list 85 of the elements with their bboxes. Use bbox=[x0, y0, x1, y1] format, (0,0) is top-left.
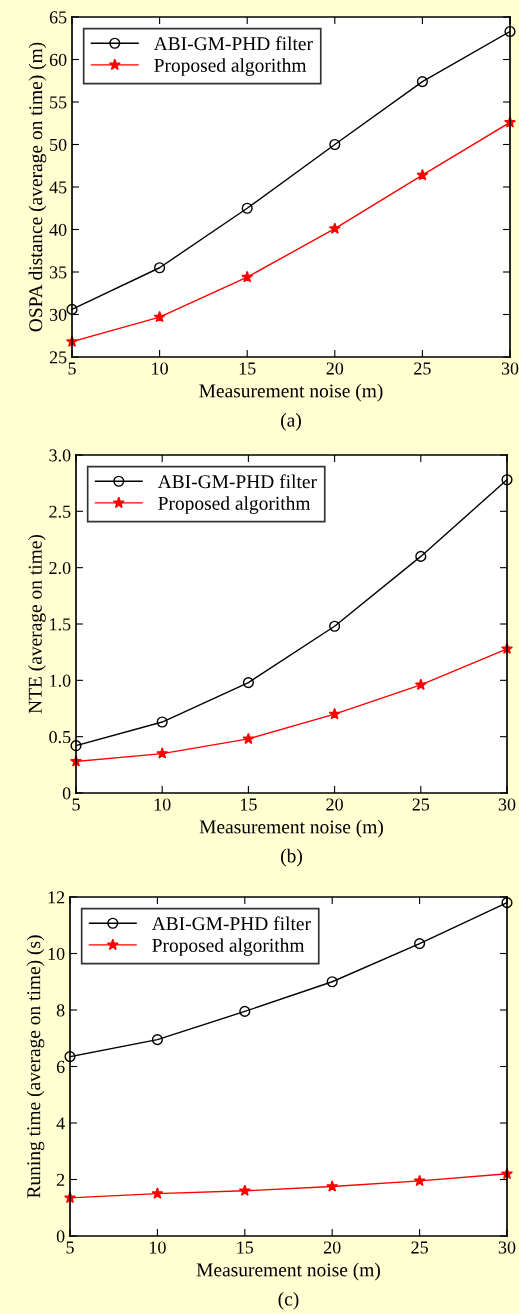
y-tick-label: 1.5 bbox=[50, 618, 71, 631]
point bbox=[156, 716, 168, 728]
x-tick-label: 10 bbox=[154, 798, 171, 811]
point bbox=[329, 138, 341, 151]
x-tick-label: 20 bbox=[326, 362, 344, 375]
point bbox=[504, 25, 516, 38]
x-tick-label: 10 bbox=[149, 1241, 166, 1254]
point bbox=[242, 677, 254, 689]
point bbox=[328, 707, 341, 720]
point bbox=[413, 1174, 426, 1187]
point bbox=[241, 202, 253, 214]
point bbox=[326, 1180, 339, 1192]
point bbox=[416, 76, 428, 88]
point bbox=[239, 1005, 251, 1017]
y-tick-label: 8 bbox=[56, 1004, 65, 1017]
y-tick-label: 55 bbox=[50, 96, 67, 109]
y-tick-label: 25 bbox=[49, 351, 67, 364]
point bbox=[416, 168, 429, 181]
x-tick-label: 30 bbox=[498, 798, 516, 811]
x-tick-label: 25 bbox=[414, 362, 431, 375]
point bbox=[326, 976, 338, 988]
x-axis-title: Measurement noise (m) bbox=[199, 819, 383, 838]
y-tick-label: 2 bbox=[56, 1173, 65, 1186]
y-axis-title: NTE (average on time) bbox=[28, 534, 46, 714]
y-tick-label: 30 bbox=[49, 308, 67, 321]
x-tick-label: 5 bbox=[72, 798, 80, 811]
y-tick-label: 12 bbox=[48, 891, 65, 904]
y-tick-label: 2.0 bbox=[49, 561, 71, 575]
point bbox=[151, 1187, 164, 1199]
x-tick-label: 25 bbox=[411, 1241, 428, 1254]
y-axis-title: OSPA distance (average on time) (m) bbox=[28, 42, 47, 332]
point bbox=[151, 1034, 163, 1046]
point bbox=[415, 550, 427, 562]
y-tick-label: 45 bbox=[49, 181, 67, 194]
legend-label: Proposed algorithm bbox=[158, 496, 311, 514]
text: (b) bbox=[281, 848, 302, 867]
point bbox=[414, 678, 427, 691]
point bbox=[70, 740, 82, 752]
x-tick-label: 5 bbox=[68, 362, 76, 375]
x-tick-label: 20 bbox=[323, 1241, 341, 1254]
y-tick-label: 10 bbox=[48, 947, 65, 960]
y-tick-label: 3.0 bbox=[49, 449, 71, 462]
x-tick-label: 15 bbox=[237, 1241, 254, 1254]
point bbox=[153, 310, 166, 323]
x-tick-label: 15 bbox=[240, 798, 257, 811]
y-tick-label: 0.5 bbox=[49, 730, 71, 744]
y-tick-label: 6 bbox=[56, 1060, 65, 1073]
x-tick-label: 15 bbox=[239, 362, 256, 375]
x-axis-title: Measurement noise (m) bbox=[196, 1262, 380, 1281]
y-tick-label: 60 bbox=[49, 53, 67, 66]
point bbox=[238, 1184, 251, 1196]
y-tick-label: 0 bbox=[62, 787, 71, 800]
x-tick-label: 10 bbox=[152, 362, 168, 375]
y-tick-label: 65 bbox=[49, 11, 67, 24]
text: (c) bbox=[278, 1291, 299, 1310]
point bbox=[501, 474, 513, 486]
x-axis-title: Measurement noise (m) bbox=[199, 383, 383, 402]
point bbox=[66, 303, 78, 315]
point bbox=[414, 938, 426, 950]
y-tick-label: 35 bbox=[49, 266, 67, 279]
legend-label: ABI-GM-PHD filter bbox=[151, 916, 311, 931]
x-tick-label: 30 bbox=[501, 362, 519, 375]
x-tick-label: 25 bbox=[412, 798, 430, 811]
point bbox=[242, 732, 255, 745]
y-tick-label: 1.0 bbox=[50, 674, 71, 687]
y-tick-label: 4 bbox=[56, 1117, 65, 1130]
x-tick-label: 30 bbox=[498, 1241, 516, 1254]
x-tick-label: 20 bbox=[326, 798, 343, 811]
y-tick-label: 2.5 bbox=[49, 505, 71, 518]
legend-label: Proposed algorithm bbox=[152, 938, 305, 956]
legend-label: ABI-GM-PHD filter bbox=[153, 36, 313, 51]
point bbox=[329, 620, 341, 632]
point bbox=[328, 222, 341, 234]
legend-label: Proposed algorithm bbox=[154, 58, 307, 76]
x-tick-label: 5 bbox=[66, 1241, 74, 1254]
legend-label: ABI-GM-PHD filter bbox=[157, 474, 317, 489]
point bbox=[154, 262, 166, 274]
y-tick-label: 50 bbox=[50, 138, 67, 151]
y-tick-label: 40 bbox=[49, 223, 67, 236]
point bbox=[156, 747, 169, 759]
point bbox=[64, 1051, 76, 1063]
y-tick-label: 0 bbox=[56, 1230, 65, 1243]
y-axis-title: Runing time (average on time) (s) bbox=[26, 935, 45, 1198]
text: (a) bbox=[281, 413, 301, 431]
point bbox=[241, 270, 254, 283]
